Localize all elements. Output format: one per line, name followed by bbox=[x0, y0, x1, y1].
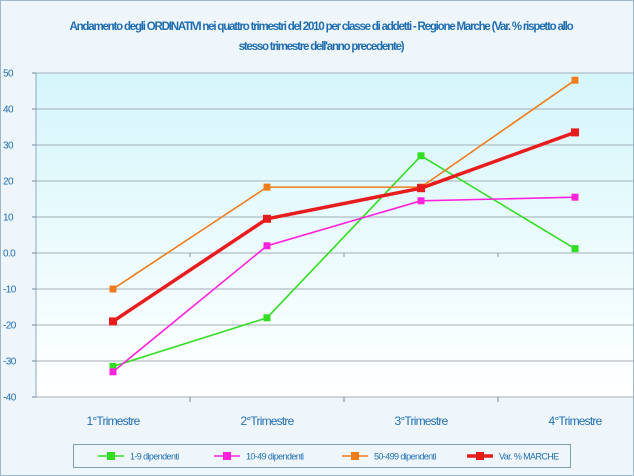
data-point bbox=[417, 197, 425, 205]
data-point bbox=[109, 368, 117, 376]
y-tick-label: -10 bbox=[3, 285, 17, 296]
x-tick-label: 2°Trimestre bbox=[241, 414, 295, 428]
y-tick-label: -20 bbox=[3, 321, 17, 332]
data-point bbox=[571, 128, 579, 137]
y-tick-label: 50 bbox=[3, 69, 14, 80]
series-line-1 bbox=[112, 155, 576, 368]
legend-label: Var. % MARCHE bbox=[499, 452, 559, 462]
data-point bbox=[109, 362, 117, 370]
y-tick-label: 40 bbox=[3, 105, 14, 116]
data-point bbox=[263, 242, 271, 250]
y-tick-label: 20 bbox=[3, 177, 14, 188]
legend-marker-swatch bbox=[476, 452, 484, 460]
y-tick-label: 0.0 bbox=[3, 249, 16, 260]
data-point bbox=[571, 193, 579, 201]
plot-area bbox=[35, 72, 633, 398]
y-tick-label: -30 bbox=[3, 357, 17, 368]
legend-label: 10-49 dipendenti bbox=[246, 452, 304, 462]
y-tick-label: 10 bbox=[3, 213, 14, 224]
data-point bbox=[263, 214, 271, 223]
x-tick-label: 4°Trimestre bbox=[549, 414, 603, 428]
data-point bbox=[263, 314, 271, 322]
data-point bbox=[571, 76, 579, 84]
data-point bbox=[109, 317, 117, 326]
x-tick-label: 1°Trimestre bbox=[87, 414, 141, 428]
legend-label: 50-499 dipendenti bbox=[374, 452, 436, 462]
legend-marker-swatch bbox=[107, 452, 115, 460]
data-point bbox=[109, 285, 117, 293]
legend-marker-swatch bbox=[351, 452, 359, 460]
series-lines bbox=[109, 76, 579, 376]
series-line-3 bbox=[112, 79, 576, 290]
data-point bbox=[417, 152, 425, 160]
legend-label: 1-9 dipendenti bbox=[130, 452, 179, 462]
line-chart: 50 40 30 20 10 0.0 -10 -20 -30 -40 1°Trimestre 2°Tr… bbox=[3, 69, 633, 429]
data-point bbox=[571, 245, 579, 253]
series-line-2 bbox=[112, 196, 576, 373]
data-point bbox=[263, 183, 271, 191]
y-tick-label: -40 bbox=[3, 393, 17, 404]
series-line-4 bbox=[112, 130, 576, 323]
x-tick-label: 3°Trimestre bbox=[395, 414, 449, 428]
data-point bbox=[417, 184, 425, 193]
chart-title: Andamento degli ORDINATIVI nei quattro t… bbox=[69, 21, 574, 53]
y-tick-label: 30 bbox=[3, 141, 14, 152]
legend-entries: 1-9 dipendenti 10-49 dipendenti 50-499 dip… bbox=[98, 452, 560, 462]
legend-marker-swatch bbox=[223, 452, 231, 460]
legend: 1-9 dipendenti 10-49 dipendenti 50-499 dip… bbox=[73, 444, 571, 468]
axes: 50 40 30 20 10 0.0 -10 -20 -30 -40 1°Trimestre 2°Tr… bbox=[3, 69, 603, 429]
